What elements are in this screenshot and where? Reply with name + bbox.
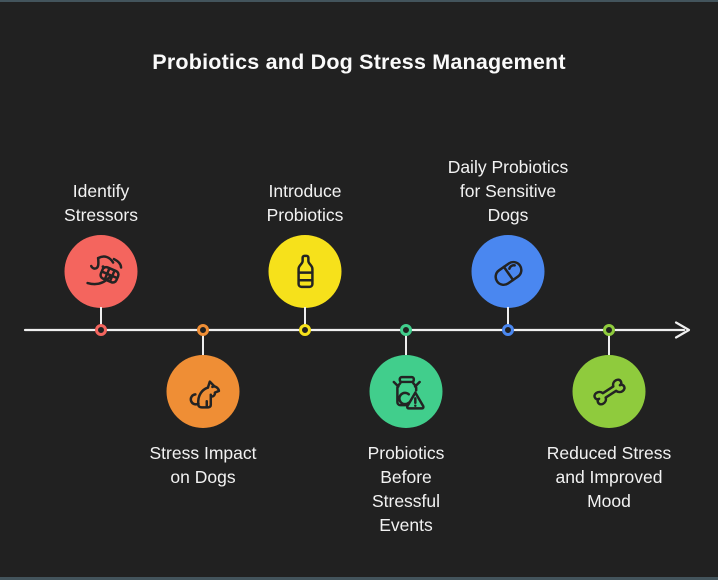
node-circle <box>64 235 138 308</box>
timeline-marker <box>197 324 209 336</box>
node-connector <box>100 307 102 331</box>
node-label: Daily Probiotics for Sensitive Dogs <box>447 156 569 225</box>
timeline-marker <box>95 324 107 336</box>
sitting-dog-icon <box>189 379 220 409</box>
node-circle <box>369 355 443 428</box>
capsule-icon <box>493 260 523 286</box>
timeline-node-daily-probiotics: Daily Probiotics for Sensitive Dogs <box>418 0 598 580</box>
node-connector <box>304 307 306 331</box>
node-circle <box>572 355 646 428</box>
node-label: Stress Impact on Dogs <box>149 443 257 488</box>
bottle-icon <box>296 254 314 288</box>
node-circle <box>268 235 342 308</box>
bone-icon <box>592 378 626 405</box>
node-circle <box>166 355 240 428</box>
timeline-node-stress-impact: Stress Impact on Dogs <box>113 0 293 580</box>
timeline-marker <box>603 324 615 336</box>
jar-warning-icon <box>392 375 425 410</box>
node-label: Reduced Stress and Improved Mood <box>546 443 672 512</box>
node-circle <box>471 235 545 308</box>
node-connector <box>405 331 407 355</box>
timeline-node-identify-stressors: Identify Stressors <box>11 0 191 580</box>
node-connector <box>202 331 204 355</box>
node-label: Identify Stressors <box>64 180 138 225</box>
timeline-node-reduced-stress: Reduced Stress and Improved Mood <box>519 0 699 580</box>
node-connector <box>507 307 509 331</box>
node-label: Probiotics Before Stressful Events <box>367 443 445 536</box>
timeline-marker <box>502 324 514 336</box>
timeline-marker <box>299 324 311 336</box>
timeline-node-introduce-probiotics: Introduce Probiotics <box>215 0 395 580</box>
dog-muzzle-icon <box>85 254 122 285</box>
top-edge-line <box>0 0 718 2</box>
node-connector <box>608 331 610 355</box>
bottom-edge-line <box>0 577 718 580</box>
timeline-marker <box>400 324 412 336</box>
page-title: Probiotics and Dog Stress Management <box>152 50 566 74</box>
node-label: Introduce Probiotics <box>266 180 344 225</box>
timeline-node-probiotics-before-events: Probiotics Before Stressful Events <box>316 0 496 580</box>
